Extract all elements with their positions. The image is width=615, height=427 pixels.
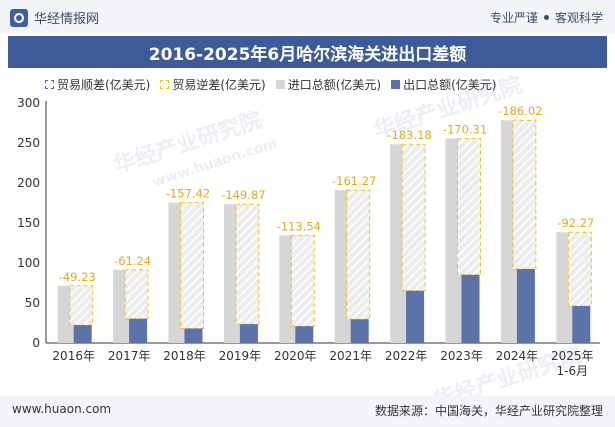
deficit-bar <box>180 202 204 330</box>
deficit-data-label: -186.02 <box>498 104 542 118</box>
y-tick-label: 200 <box>17 176 40 190</box>
deficit-bar <box>235 203 260 325</box>
legend-swatch-import <box>275 80 285 89</box>
export-bar <box>239 324 258 343</box>
y-tick-label: 50 <box>25 296 40 310</box>
x-tick-label: 2025年 <box>551 349 594 363</box>
deficit-bar <box>401 143 426 292</box>
deficit-data-label: -149.87 <box>221 188 265 202</box>
x-tick-label: 2018年 <box>163 349 206 363</box>
brand-name: 华经情报网 <box>34 12 100 27</box>
legend-swatch-deficit <box>160 80 170 89</box>
deficit-bar <box>457 138 481 276</box>
legend-swatch-surplus <box>45 80 54 89</box>
deficit-data-label: -170.31 <box>443 123 487 137</box>
footer-source: 数据来源：中国海关，华经产业研究院整理 <box>374 404 603 418</box>
deficit-bar <box>69 285 94 326</box>
export-bar <box>350 319 369 343</box>
y-tick-label: 0 <box>32 336 40 350</box>
footer-website: www.huaon.com <box>12 402 112 416</box>
tagline: 专业严谨 客观科学 <box>490 9 603 26</box>
brand-logo-icon <box>10 8 28 27</box>
title-bar: 2016-2025年6月哈尔滨海关进出口差额 <box>8 36 607 68</box>
deficit-data-label: -113.54 <box>277 219 321 233</box>
legend-item-export: 出口总额(亿美元) <box>391 76 497 93</box>
legend-item-surplus: 贸易顺差(亿美元) <box>45 76 150 93</box>
brand: 华经情报网 <box>10 8 99 27</box>
x-tick-label: 2022年 <box>385 349 428 363</box>
tagline-dot-icon <box>543 15 549 20</box>
export-bar <box>406 290 425 343</box>
export-bar <box>461 274 480 343</box>
export-bar <box>516 269 535 343</box>
x-tick-label: 2024年 <box>496 349 539 363</box>
tagline-right: 客观科学 <box>554 11 603 25</box>
legend-item-deficit: 贸易逆差(亿美元) <box>160 76 266 93</box>
deficit-bar <box>346 189 371 320</box>
export-bar <box>295 326 314 343</box>
deficit-data-label: -92.27 <box>557 216 594 230</box>
legend-label-surplus: 贸易顺差(亿美元) <box>57 78 151 92</box>
chart-title: 2016-2025年6月哈尔滨海关进出口差额 <box>148 44 467 65</box>
y-tick-label: 150 <box>17 216 40 230</box>
x-tick-label: 2017年 <box>108 349 151 363</box>
top-bar: 华经情报网 专业严谨 客观科学 <box>0 0 615 34</box>
deficit-data-label: -157.42 <box>166 187 210 201</box>
y-tick-label: 300 <box>17 96 40 110</box>
deficit-data-label: -161.27 <box>332 174 376 188</box>
export-bar <box>129 318 148 343</box>
x-tick-label: 2019年 <box>219 349 262 363</box>
legend-swatch-export <box>391 80 401 89</box>
x-tick-label: 2021年 <box>329 349 372 363</box>
deficit-bar <box>124 269 149 320</box>
x-tick-label: 2020年 <box>274 349 317 363</box>
y-tick-label: 100 <box>17 256 40 270</box>
legend-item-import: 进口总额(亿美元) <box>275 76 382 93</box>
deficit-bar <box>567 231 592 307</box>
export-bar <box>184 328 203 343</box>
deficit-data-label: -61.24 <box>114 254 151 268</box>
y-tick-label: 250 <box>17 136 40 150</box>
legend-label-deficit: 贸易逆差(亿美元) <box>172 78 266 92</box>
deficit-data-label: -183.18 <box>387 128 431 142</box>
tagline-left: 专业严谨 <box>489 11 538 25</box>
export-bar <box>73 325 92 343</box>
x-tick-label: 2016年 <box>52 349 95 363</box>
footer: www.huaon.com 数据来源：中国海关，华经产业研究院整理 <box>0 396 615 427</box>
x-tick-sublabel: 1-6月 <box>556 364 588 378</box>
legend-label-import: 进口总额(亿美元) <box>287 78 382 92</box>
deficit-bar <box>512 119 537 270</box>
legend-label-export: 出口总额(亿美元) <box>403 78 497 92</box>
deficit-bar <box>290 234 315 327</box>
deficit-data-label: -49.23 <box>59 270 96 284</box>
chart-legend: 贸易顺差(亿美元) 贸易逆差(亿美元) 进口总额(亿美元) 出口总额(亿美元) <box>45 76 497 93</box>
export-bar <box>572 306 591 343</box>
x-tick-label: 2023年 <box>440 349 483 363</box>
